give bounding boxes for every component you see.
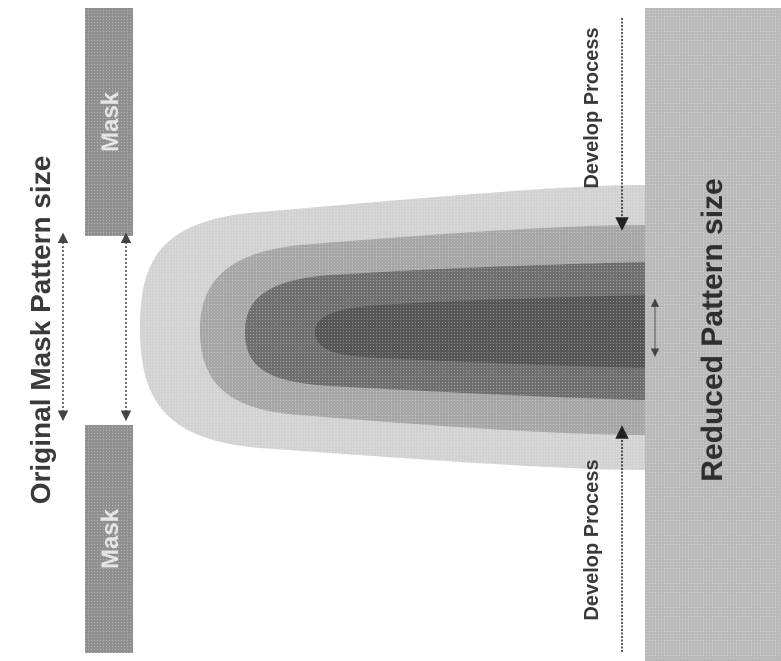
develop-process-top-label: Develop Process xyxy=(581,27,603,188)
mask-bottom xyxy=(85,425,133,653)
develop-process-bottom-label: Develop Process xyxy=(581,459,603,620)
diagram-title: Original Mask Pattern size xyxy=(25,156,56,505)
mask-bottom-label: Mask xyxy=(97,508,124,569)
developed-resist-plume xyxy=(140,185,645,470)
mask-top-label: Mask xyxy=(97,91,124,152)
reduced-pattern-size-label: Reduced Pattern size xyxy=(696,178,729,481)
mask-top xyxy=(85,8,133,236)
